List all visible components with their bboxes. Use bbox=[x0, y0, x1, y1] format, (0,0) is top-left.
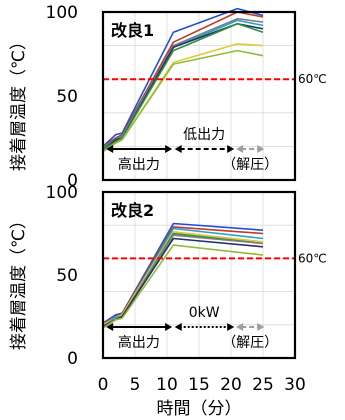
x-tick-label: 25 bbox=[252, 375, 274, 395]
phase2-arrow-head-left bbox=[174, 323, 182, 331]
y-axis-label: 接着層温度（℃） bbox=[9, 33, 29, 171]
phase1-arrow-head-right bbox=[165, 145, 173, 153]
x-tick-label: 15 bbox=[188, 375, 210, 395]
reference-label: 60℃ bbox=[298, 72, 327, 86]
chart-panel-1: 0 50 100 改良1 60℃ 高出力 低出力 （解圧） bbox=[46, 3, 327, 191]
plot-frame bbox=[101, 10, 297, 182]
phase-annotations: 高出力 低出力 （解圧） bbox=[106, 127, 278, 173]
phase2-arrow-head-right bbox=[227, 323, 235, 331]
panel-title: 改良1 bbox=[111, 21, 154, 40]
phase1-arrow-head-right bbox=[165, 323, 173, 331]
x-tick-label: 20 bbox=[220, 375, 242, 395]
phase1-arrow-head-left bbox=[106, 323, 114, 331]
x-tick-label: 5 bbox=[130, 375, 141, 395]
reference-label: 60℃ bbox=[298, 251, 327, 265]
phase-annotations: 高出力 0kW （解圧） bbox=[106, 305, 278, 351]
y-tick-labels: 0 50 100 bbox=[46, 3, 78, 191]
y-tick-label: 100 bbox=[46, 3, 78, 23]
chart-panel-2: 0 50 100 0 5 10 15 20 25 30 改良2 60℃ 高出力 0kW （解圧） bbox=[46, 183, 327, 395]
phase1-label: 高出力 bbox=[118, 334, 160, 351]
phase3-arrow-head-left bbox=[236, 323, 244, 331]
y-tick-label: 100 bbox=[46, 183, 78, 203]
series-line-6 bbox=[102, 22, 264, 151]
phase3-arrow-head-right bbox=[257, 145, 265, 153]
phase2-label: 低出力 bbox=[183, 127, 225, 143]
y-tick-labels: 0 50 100 bbox=[46, 183, 78, 369]
y-tick-label: 50 bbox=[56, 266, 78, 286]
phase3-label: （解圧） bbox=[222, 157, 278, 173]
x-tick-label: 30 bbox=[284, 375, 306, 395]
panel-title: 改良2 bbox=[111, 201, 154, 220]
series-lines bbox=[102, 7, 264, 153]
phase3-label: （解圧） bbox=[222, 335, 278, 351]
phase2-arrow-head-right bbox=[227, 145, 235, 153]
series-lines bbox=[102, 222, 264, 329]
plot-frame bbox=[101, 190, 297, 360]
x-tick-labels: 0 5 10 15 20 25 30 bbox=[98, 375, 306, 395]
phase3-arrow-head-right bbox=[257, 323, 265, 331]
series-line-6 bbox=[102, 234, 264, 328]
y-tick-label: 0 bbox=[67, 349, 78, 369]
y-tick-label: 0 bbox=[67, 171, 78, 191]
phase1-label: 高出力 bbox=[118, 156, 160, 173]
series-line-1 bbox=[102, 7, 264, 147]
phase1-arrow-head-left bbox=[106, 145, 114, 153]
x-tick-label: 10 bbox=[156, 375, 178, 395]
phase2-label: 0kW bbox=[189, 305, 220, 321]
x-axis-label: 時間（分） bbox=[157, 399, 242, 419]
series-line-8 bbox=[102, 244, 264, 329]
y-axis-label: 接着層温度（℃） bbox=[9, 212, 29, 350]
y-tick-label: 50 bbox=[56, 87, 78, 107]
series-line-8 bbox=[102, 49, 264, 153]
phase2-arrow-head-left bbox=[174, 145, 182, 153]
phase3-arrow-head-left bbox=[236, 145, 244, 153]
x-tick-label: 0 bbox=[98, 375, 109, 395]
